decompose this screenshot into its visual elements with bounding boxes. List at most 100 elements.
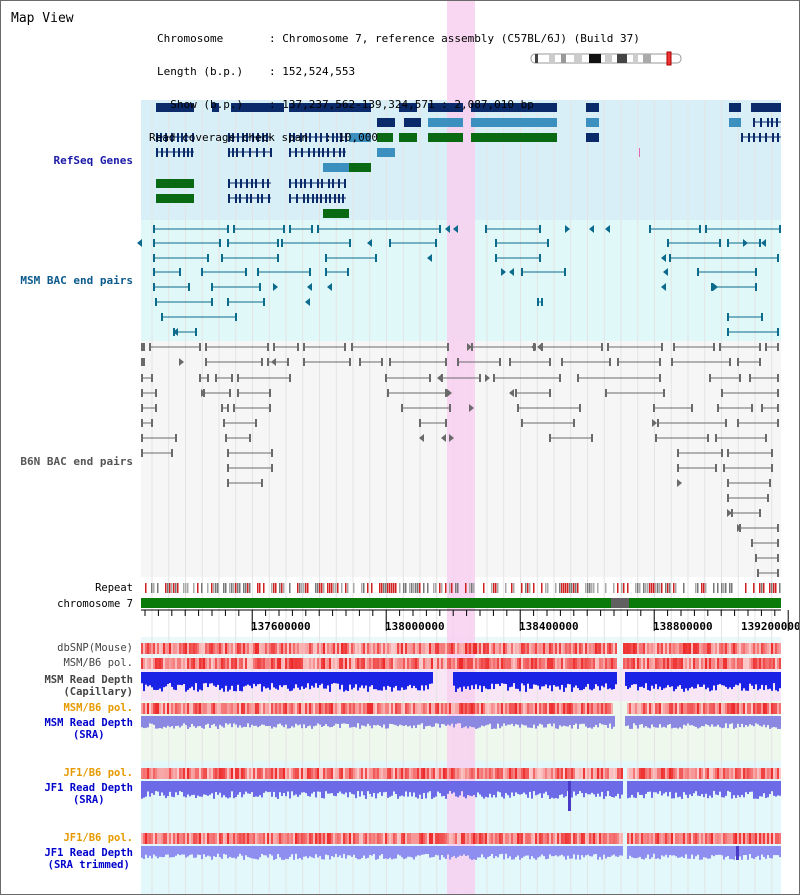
read-depth-bar xyxy=(449,846,451,860)
polymorphism-cell xyxy=(217,658,219,669)
polymorphism-cell xyxy=(235,703,237,714)
polymorphism-cell xyxy=(769,658,771,669)
msm-depth-capillary-label[interactable]: MSM Read Depth (Capillary) xyxy=(44,674,133,698)
polymorphism-cell xyxy=(289,658,291,669)
polymorphism-cell xyxy=(369,658,371,669)
repeat-element xyxy=(331,583,333,593)
polymorphism-cell xyxy=(183,658,185,669)
gene-exon xyxy=(753,118,755,127)
read-depth-bar xyxy=(345,846,347,859)
polymorphism-cell xyxy=(169,768,171,779)
polymorphism-cell xyxy=(485,643,487,654)
read-depth-bar xyxy=(479,781,481,795)
bac-end-arrow xyxy=(437,374,442,382)
polymorphism-cell xyxy=(345,768,347,779)
read-depth-bar xyxy=(509,672,511,688)
read-depth-bar xyxy=(237,781,239,795)
polymorphism-cell xyxy=(511,768,513,779)
read-depth-bar xyxy=(523,781,525,793)
read-depth-bar xyxy=(759,781,761,797)
polymorphism-cell xyxy=(505,703,507,714)
read-depth-bar xyxy=(475,672,477,685)
chromosome-info-block: Chromosome: Chromosome 7, reference asse… xyxy=(149,11,640,165)
polymorphism-cell xyxy=(643,768,645,779)
read-depth-bar xyxy=(735,781,737,799)
bac-end-marker xyxy=(153,239,155,247)
polymorphism-cell xyxy=(173,768,175,779)
read-depth-bar xyxy=(695,716,697,727)
polymorphism-cell xyxy=(361,768,363,779)
repeat-element xyxy=(305,583,307,593)
read-depth-bar xyxy=(575,781,577,796)
polymorphism-cell xyxy=(505,833,507,844)
polymorphism-cell xyxy=(521,643,523,654)
refseq-genes-label[interactable]: RefSeq Genes xyxy=(53,154,133,167)
read-depth-bar xyxy=(641,672,643,687)
msm-b6-pol-label[interactable]: MSM/B6 pol. xyxy=(63,657,133,669)
polymorphism-cell xyxy=(171,658,173,669)
repeat-element xyxy=(473,583,475,593)
read-depth-bar xyxy=(201,672,203,691)
gene-strand-arrow xyxy=(594,133,599,142)
length-value: : 152,524,553 xyxy=(269,65,356,78)
polymorphism-cell xyxy=(327,833,329,844)
bac-end-marker xyxy=(201,268,203,276)
repeat-element xyxy=(333,583,335,593)
bac-end-marker xyxy=(777,404,779,412)
read-depth-bar xyxy=(483,672,485,687)
read-depth-bar xyxy=(389,781,391,797)
b6n-bac-label[interactable]: B6N BAC end pairs xyxy=(20,455,133,468)
read-depth-bar xyxy=(619,846,621,856)
read-depth-bar xyxy=(313,846,315,859)
bac-end-marker xyxy=(521,268,523,276)
bac-end-marker xyxy=(269,389,271,397)
polymorphism-cell xyxy=(759,703,761,714)
repeat-element xyxy=(449,583,451,593)
read-depth-bar xyxy=(495,716,497,729)
polymorphism-cell xyxy=(383,833,385,844)
bac-end-marker xyxy=(351,343,353,351)
bac-end-marker xyxy=(153,283,155,291)
repeat-element xyxy=(703,583,705,593)
read-depth-bar xyxy=(189,716,191,728)
polymorphism-cell xyxy=(181,643,183,654)
jf1-depth-sra-label[interactable]: JF1 Read Depth (SRA) xyxy=(44,782,133,806)
polymorphism-cell xyxy=(495,703,497,714)
read-depth-bar xyxy=(387,672,389,686)
gene-exon xyxy=(751,103,781,112)
jf1-b6-pol-label[interactable]: JF1/B6 pol. xyxy=(63,767,133,779)
polymorphism-cell xyxy=(541,658,543,669)
bac-end-marker xyxy=(485,225,487,233)
dbsnp-label[interactable]: dbSNP(Mouse) xyxy=(57,642,133,654)
read-depth-bar xyxy=(169,781,171,792)
polymorphism-cell xyxy=(581,833,583,844)
msm-depth-sra-label[interactable]: MSM Read Depth (SRA) xyxy=(44,717,133,741)
polymorphism-cell xyxy=(265,768,267,779)
jf1-depth-trim-label[interactable]: JF1 Read Depth (SRA trimmed) xyxy=(44,847,133,871)
read-depth-bar xyxy=(319,672,321,686)
polymorphism-cell xyxy=(437,658,439,669)
bac-end-marker xyxy=(143,343,145,351)
read-depth-bar xyxy=(651,672,653,686)
jf1-b6-pol-trim-label[interactable]: JF1/B6 pol. xyxy=(63,832,133,844)
read-depth-bar xyxy=(171,781,173,797)
msm-bac-label[interactable]: MSM BAC end pairs xyxy=(20,274,133,287)
gene-exon xyxy=(300,133,302,142)
read-depth-bar xyxy=(289,846,291,857)
polymorphism-cell xyxy=(361,658,363,669)
read-depth-bar xyxy=(281,781,283,796)
read-depth-bar xyxy=(345,781,347,793)
polymorphism-cell xyxy=(759,658,761,669)
read-depth-bar xyxy=(585,781,587,794)
msm-b6-pol-sra-label[interactable]: MSM/B6 pol. xyxy=(63,702,133,714)
polymorphism-cell xyxy=(733,703,735,714)
polymorphism-cell xyxy=(165,833,167,844)
polymorphism-cell xyxy=(309,703,311,714)
polymorphism-cell xyxy=(391,703,393,714)
read-depth-bar xyxy=(503,672,505,684)
bac-end-marker xyxy=(767,494,769,502)
read-depth-bar xyxy=(765,672,767,686)
read-depth-bar xyxy=(559,781,561,796)
polymorphism-cell xyxy=(591,833,593,844)
